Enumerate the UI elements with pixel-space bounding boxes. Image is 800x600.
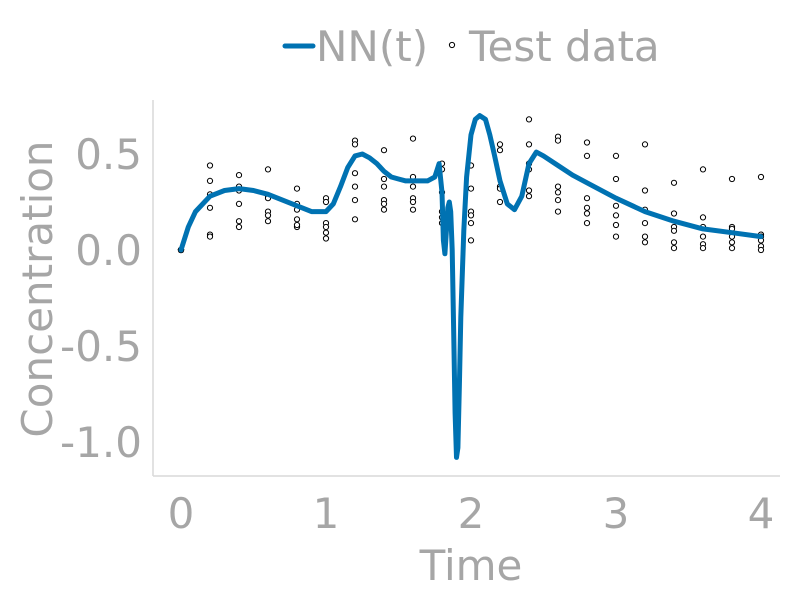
test-data-point: [699, 166, 707, 173]
legend-label-test-data: Test data: [468, 22, 660, 71]
test-data-point: [264, 218, 272, 225]
test-data-point: [525, 193, 533, 200]
test-data-point: [583, 139, 591, 146]
test-data-point: [409, 135, 417, 142]
test-data-point: [583, 204, 591, 211]
test-data-point: [612, 152, 620, 159]
test-data-point: [612, 221, 620, 229]
test-data-point: [670, 239, 678, 246]
test-data-point: [351, 170, 359, 177]
test-data-point: [583, 152, 591, 159]
test-data-point: [467, 220, 475, 227]
x-tick-label: 3: [603, 489, 630, 538]
test-data-point: [264, 166, 272, 173]
test-data-point: [351, 183, 359, 190]
test-data-point: [235, 223, 243, 231]
test-data-point: [467, 212, 475, 219]
test-data-point: [554, 189, 562, 196]
test-data-point: [612, 233, 620, 240]
legend-swatch-test-data: [448, 41, 456, 49]
y-tick-label: -0.5: [60, 322, 142, 371]
test-data-point: [380, 200, 388, 207]
test-data-point: [293, 185, 301, 192]
test-data-point: [322, 223, 330, 231]
test-data-point: [583, 210, 591, 217]
test-data-point: [409, 183, 417, 190]
test-data-point: [206, 204, 214, 211]
test-data-point: [612, 175, 620, 183]
test-data-point: [699, 245, 707, 252]
legend-label-nn: NN(t): [316, 22, 428, 71]
x-axis-label: Time: [419, 541, 523, 590]
y-tick-label: 0.0: [75, 226, 142, 275]
nn-series-line: [178, 113, 764, 460]
test-data-point: [699, 233, 707, 240]
test-data-point: [206, 233, 214, 240]
test-data-point: [496, 147, 504, 154]
test-data-point: [554, 137, 562, 144]
test-data-point: [728, 239, 736, 246]
test-data-point: [235, 218, 243, 225]
test-data-point: [612, 202, 620, 209]
test-data-point: [583, 220, 591, 227]
test-data-point: [583, 195, 591, 202]
test-data-point: [728, 175, 736, 183]
y-axis-label: Concentration: [13, 140, 62, 437]
test-data-point: [699, 214, 707, 221]
test-data-point: [496, 141, 504, 148]
test-data-point: [264, 212, 272, 219]
test-data-point: [235, 172, 243, 179]
test-data-point: [409, 198, 417, 206]
test-data-point: [351, 216, 359, 223]
test-data-point: [380, 147, 388, 154]
test-data-point: [525, 187, 533, 194]
test-data-point: [322, 235, 330, 242]
test-data-point: [235, 200, 243, 207]
test-data-point: [670, 179, 678, 186]
test-data-point: [612, 212, 620, 219]
test-data-point: [641, 233, 649, 240]
test-data-point: [757, 246, 765, 254]
test-data-point: [206, 177, 214, 184]
test-data-point: [641, 239, 649, 246]
test-data-point: [409, 206, 417, 213]
x-tick-labels: 0 1 2 3 4: [168, 489, 775, 538]
x-tick-label: 1: [313, 489, 340, 538]
y-tick-labels: 0.5 0.0 -0.5 -1.0: [60, 130, 142, 467]
test-data-point: [757, 173, 765, 181]
test-data-point: [206, 162, 214, 169]
test-data-point: [554, 197, 562, 204]
test-data-point: [351, 197, 359, 204]
test-data-point: [467, 185, 475, 192]
test-data-point: [322, 198, 330, 206]
test-data-point: [670, 227, 678, 234]
test-data-point: [641, 220, 649, 227]
y-tick-label: 0.5: [75, 130, 142, 179]
test-data-point: [380, 183, 388, 190]
legend: NN(t) Test data: [282, 22, 660, 71]
test-data-point: [467, 237, 475, 244]
test-data-point: [670, 245, 678, 252]
test-data-point: [670, 210, 678, 217]
test-data-point: [554, 183, 562, 190]
test-data-point: [293, 216, 301, 223]
x-tick-label: 4: [748, 489, 775, 538]
test-data-point: [728, 245, 736, 252]
test-data-point: [641, 141, 649, 148]
test-data-point: [380, 175, 388, 183]
test-data-point: [322, 229, 330, 236]
x-tick-label: 0: [168, 489, 195, 538]
test-data-point: [525, 116, 533, 123]
test-data-point: [525, 141, 533, 148]
test-data-point: [293, 221, 301, 229]
test-data-point: [554, 208, 562, 215]
test-data-point: [351, 141, 359, 148]
test-data-point: [496, 198, 504, 206]
y-tick-label: -1.0: [60, 418, 142, 467]
x-tick-label: 2: [458, 489, 485, 538]
test-data-point: [641, 187, 649, 194]
test-data-point: [380, 206, 388, 213]
